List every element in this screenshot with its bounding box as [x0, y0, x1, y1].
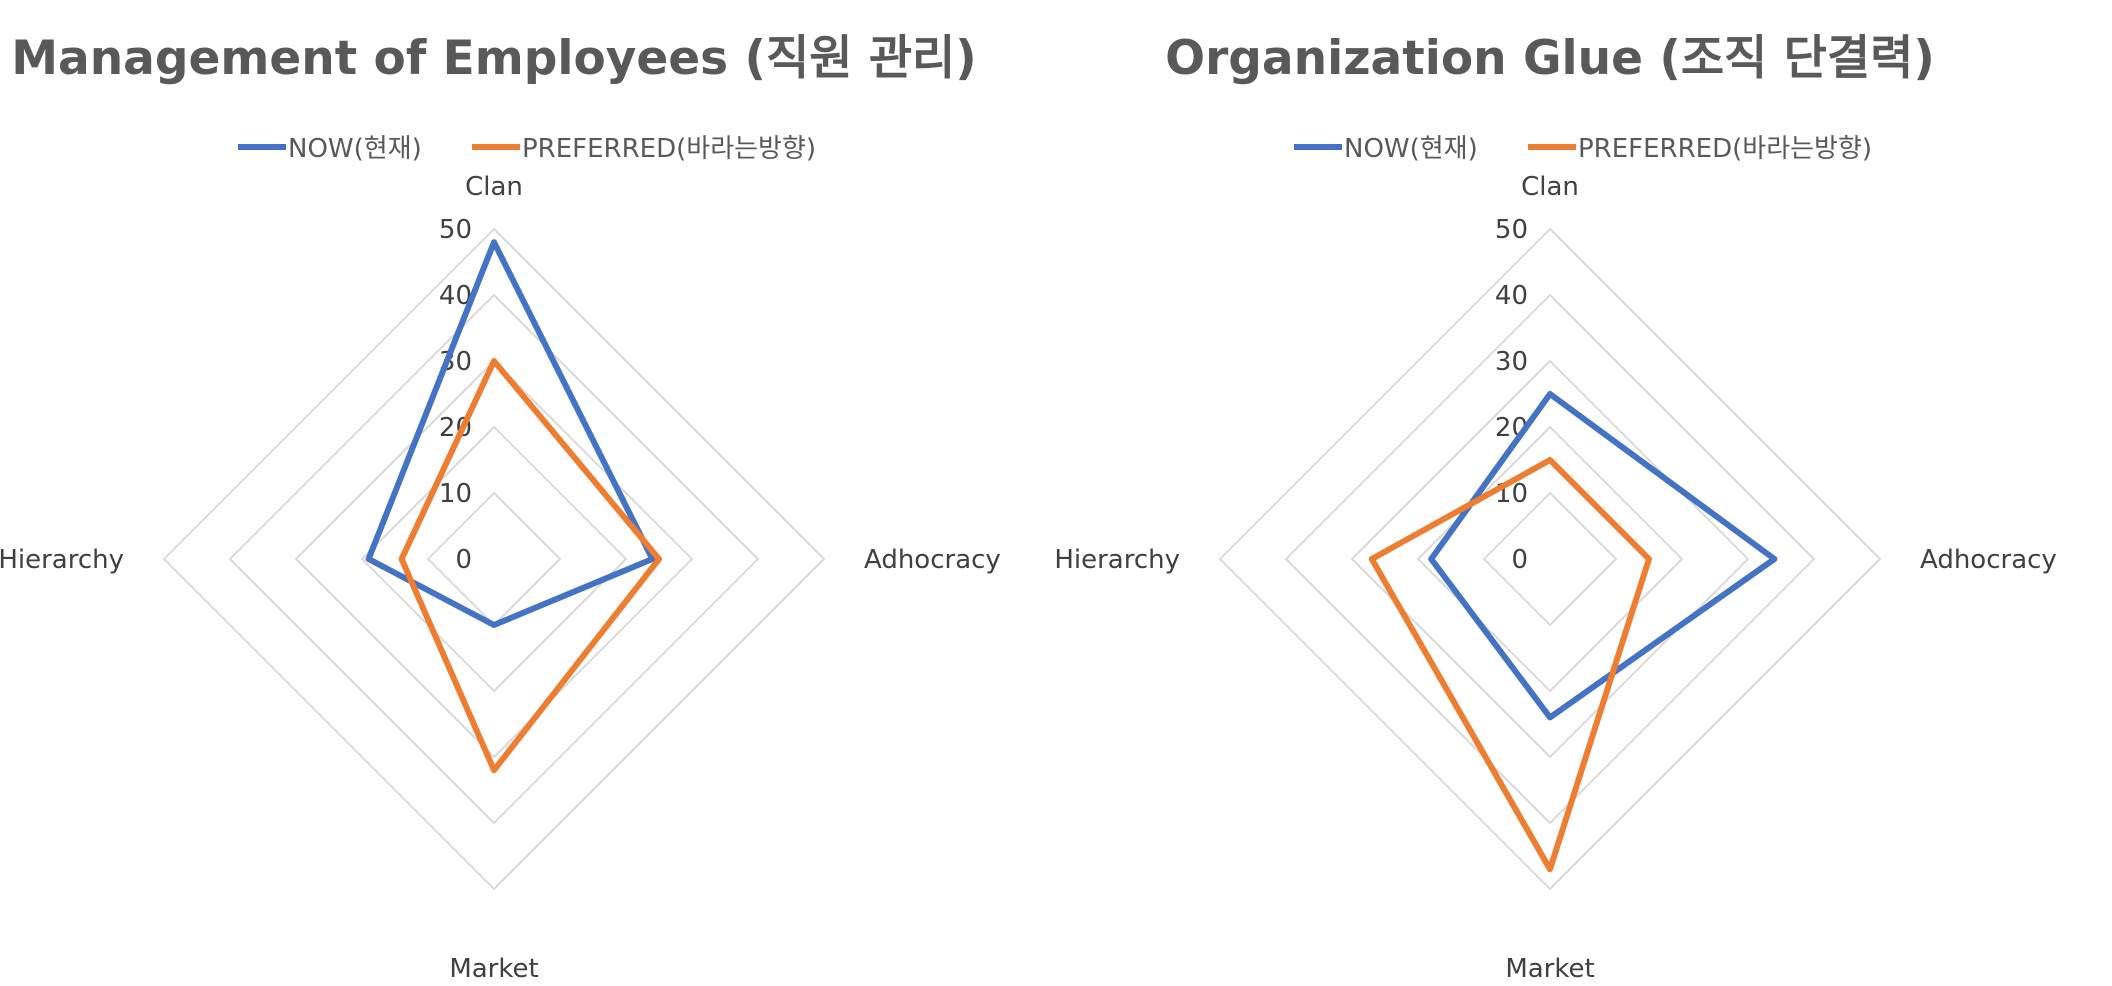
- grid: [162, 227, 826, 891]
- tick-label-40: 40: [1495, 281, 1528, 311]
- grid-ring-30: [294, 359, 694, 759]
- legend-label-1: PREFERRED(바라는방향): [522, 134, 816, 164]
- series-line-1: [1368, 457, 1652, 873]
- series-line-0: [1428, 391, 1778, 721]
- grid-ring-20: [360, 425, 628, 693]
- chart-title: Organization Glue (조직 단결력): [1165, 31, 1935, 86]
- tick-label-0: 0: [1511, 545, 1528, 575]
- grid-ring-50: [1218, 227, 1882, 891]
- radar-chart-management: Management of Employees (직원 관리) NOW(현재) PR…: [0, 31, 1001, 984]
- category-label-hierarchy: Hierarchy: [1056, 545, 1180, 575]
- series-line-1: [398, 358, 662, 774]
- legend-label-1: PREFERRED(바라는방향): [1578, 134, 1872, 164]
- legend: NOW(현재) PREFERRED(바라는방향): [238, 134, 816, 164]
- chart-panel-management: Management of Employees (직원 관리) NOW(현재) PR…: [0, 31, 1001, 984]
- grid-ring-40: [228, 293, 760, 825]
- category-label-adhocracy: Adhocracy: [1920, 545, 2057, 575]
- radar-chart-glue: Organization Glue (조직 단결력) NOW(현재) PREFERR…: [1056, 31, 2057, 984]
- category-label-market: Market: [449, 954, 538, 984]
- category-labels: Clan Adhocracy Market Hierarchy: [1056, 172, 2057, 984]
- grid-ring-50: [162, 227, 826, 891]
- category-label-hierarchy: Hierarchy: [0, 545, 124, 575]
- tick-label-50: 50: [1495, 215, 1528, 245]
- tick-label-10: 10: [439, 479, 472, 509]
- category-label-clan: Clan: [465, 172, 523, 202]
- legend: NOW(현재) PREFERRED(바라는방향): [1294, 134, 1872, 164]
- tick-label-30: 30: [1495, 347, 1528, 377]
- tick-label-50: 50: [439, 215, 472, 245]
- grid-ring-10: [1482, 491, 1618, 627]
- grid: [1218, 227, 1882, 891]
- category-labels: Clan Adhocracy Market Hierarchy: [0, 172, 1001, 984]
- tick-label-0: 0: [455, 545, 472, 575]
- series-line-0: [365, 239, 656, 628]
- category-label-market: Market: [1505, 954, 1594, 984]
- grid-ring-40: [1284, 293, 1816, 825]
- legend-label-0: NOW(현재): [288, 134, 422, 164]
- legend-label-0: NOW(현재): [1344, 134, 1478, 164]
- chart-title: Management of Employees (직원 관리): [11, 31, 977, 86]
- category-label-adhocracy: Adhocracy: [864, 545, 1001, 575]
- chart-panel-glue: Organization Glue (조직 단결력) NOW(현재) PREFERR…: [1056, 0, 2112, 986]
- category-label-clan: Clan: [1521, 172, 1579, 202]
- grid-ring-30: [1350, 359, 1750, 759]
